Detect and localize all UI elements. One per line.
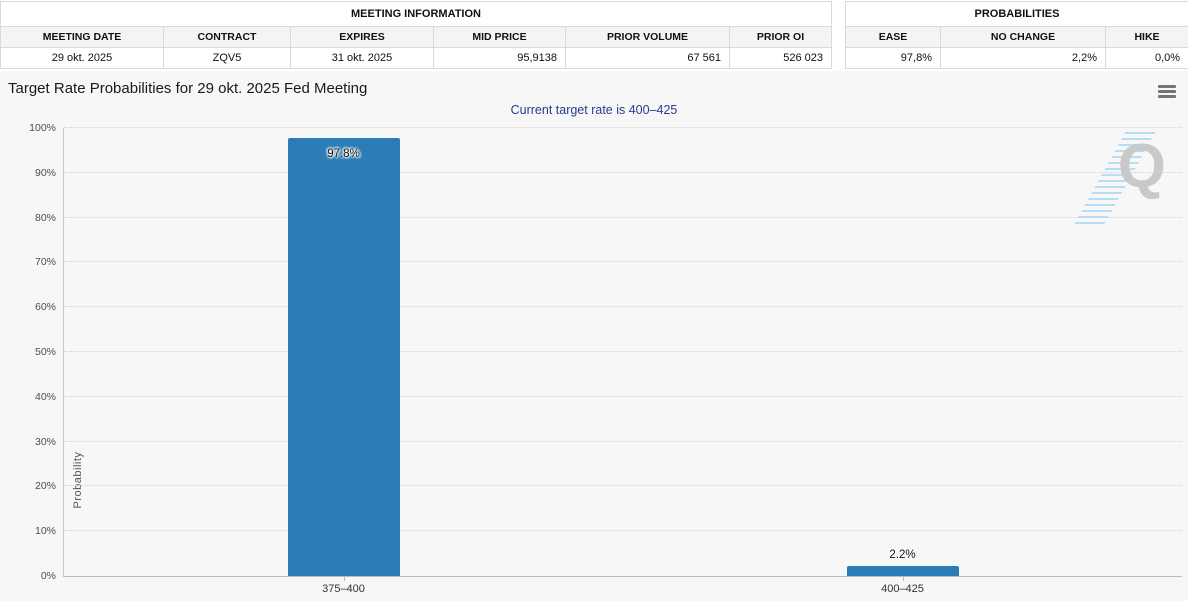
gridline xyxy=(64,440,1182,442)
contract-value: ZQV5 xyxy=(163,47,291,69)
probabilities-title: PROBABILITIES xyxy=(844,1,1188,27)
bar-400–425[interactable] xyxy=(846,566,959,576)
y-axis-tick-label: 70% xyxy=(34,256,56,269)
x-axis-tick-mark xyxy=(902,576,904,581)
col-header-no-change: NO CHANGE xyxy=(940,26,1106,48)
prior-volume-value: 67 561 xyxy=(565,47,730,69)
gridline xyxy=(64,127,1182,128)
gridline xyxy=(64,351,1182,352)
x-axis-tick-label: 400–425 xyxy=(881,583,924,595)
y-axis-tick-label: 40% xyxy=(34,390,56,403)
y-axis-title: Probability xyxy=(72,451,84,509)
col-header-expires: EXPIRES xyxy=(290,26,434,48)
col-header-mid-price: MID PRICE xyxy=(433,26,566,48)
gridline xyxy=(64,171,1182,173)
y-axis-tick-label: 80% xyxy=(34,211,56,224)
meeting-information-title: MEETING INFORMATION xyxy=(0,1,832,27)
gridline xyxy=(64,216,1182,218)
y-axis-tick-label: 50% xyxy=(34,346,56,358)
bar-375–400[interactable] xyxy=(287,137,400,576)
prior-oi-value: 526 023 xyxy=(729,47,832,69)
bar-value-label: 97.8% xyxy=(327,147,360,160)
no-change-value: 2,2% xyxy=(940,47,1106,69)
col-header-prior-volume: PRIOR VOLUME xyxy=(565,26,730,48)
y-axis-tick-label: 60% xyxy=(34,301,56,314)
bar-value-label: 2.2% xyxy=(889,549,916,562)
table-row: 29 okt. 2025 ZQV5 31 okt. 2025 95,9138 6… xyxy=(0,47,832,69)
gridline xyxy=(64,261,1182,263)
col-header-hike: HIKE xyxy=(1104,26,1188,48)
table-row: 97,8% 2,2% 0,0% xyxy=(845,47,1188,69)
y-axis-tick-label: 10% xyxy=(34,525,56,538)
meeting-information-table: MEETING INFORMATION MEETING DATE CONTRAC… xyxy=(0,1,832,69)
gridline xyxy=(64,530,1182,532)
y-axis-tick-label: 30% xyxy=(34,435,56,448)
hamburger-menu-icon[interactable] xyxy=(1158,85,1176,98)
ease-value: 97,8% xyxy=(845,47,941,69)
col-header-contract: CONTRACT xyxy=(163,26,291,48)
chart-title: Target Rate Probabilities for 29 okt. 20… xyxy=(8,80,368,97)
top-tables-band: MEETING INFORMATION MEETING DATE CONTRAC… xyxy=(0,0,1188,71)
x-axis-tick-mark xyxy=(343,576,345,581)
col-header-ease: EASE xyxy=(845,26,941,48)
col-header-prior-oi: PRIOR OI xyxy=(729,26,832,48)
x-axis-tick-label: 375–400 xyxy=(322,583,365,595)
col-header-meeting-date: MEETING DATE xyxy=(0,26,164,48)
chart-subtitle: Current target rate is 400–425 xyxy=(510,103,678,117)
meeting-date-value: 29 okt. 2025 xyxy=(0,47,164,69)
plot-area: Probability 0% 10% 20% 30% 40% 50% 60% 70% 80% 90… xyxy=(29,122,1182,595)
y-axis-tick-label: 90% xyxy=(34,166,56,179)
gridline xyxy=(64,485,1182,487)
gridline xyxy=(64,306,1182,308)
y-axis-tick-label: 20% xyxy=(34,480,56,493)
y-axis-tick-label: 0% xyxy=(40,570,56,582)
probabilities-table: PROBABILITIES EASE NO CHANGE HIKE 97,8% … xyxy=(844,1,1188,69)
gridline xyxy=(64,395,1182,397)
hike-value: 0,0% xyxy=(1104,47,1188,69)
y-axis-tick-label: 100% xyxy=(29,122,56,134)
mid-price-value: 95,9138 xyxy=(433,47,566,69)
expires-value: 31 okt. 2025 xyxy=(290,47,434,69)
